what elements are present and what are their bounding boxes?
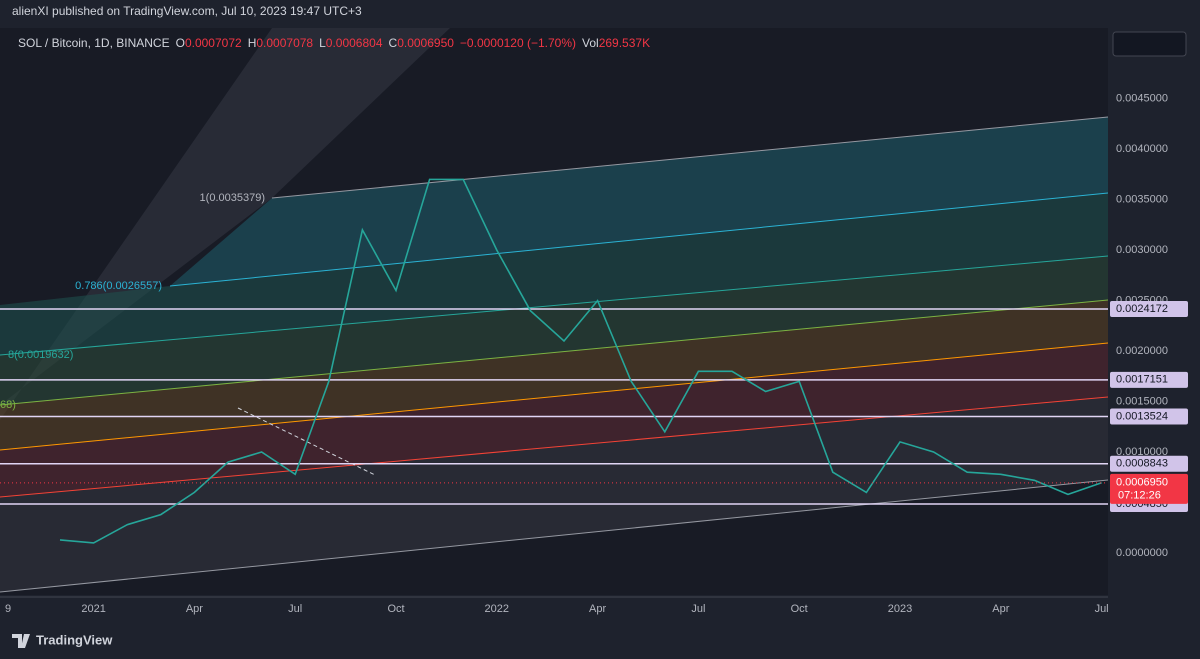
x-tick-label: 2022 <box>485 603 509 615</box>
level-label: 0.0017151 <box>1116 374 1168 386</box>
legend-text: 269.537K <box>599 36 650 50</box>
fib-band <box>0 397 1108 592</box>
x-tick-label: Jul <box>1095 603 1109 615</box>
symbol-legend: SOL / Bitcoin, 1D, BINANCE O0.0007072 H0.0… <box>18 36 650 50</box>
y-tick-label: 0.0030000 <box>1116 244 1168 256</box>
legend-text: 0.0006804 <box>326 36 383 50</box>
x-tick-label: Apr <box>186 603 203 615</box>
price-line <box>59 178 1102 544</box>
fib-label: 1(0.0035379) <box>200 192 265 204</box>
countdown: 07:12:26 <box>1118 490 1161 502</box>
x-tick-label: 2023 <box>888 603 912 615</box>
fib-line <box>169 192 1109 287</box>
fib-band <box>0 193 1108 355</box>
level-tag <box>1110 455 1188 472</box>
x-tick-label: Jul <box>691 603 705 615</box>
fib-line <box>0 255 1109 356</box>
level-label: 0.0024172 <box>1116 303 1168 315</box>
fib-band <box>0 28 450 420</box>
legend-text: Vol <box>582 36 599 50</box>
last-price-label: 0.0006950 <box>1116 477 1168 489</box>
level-tag <box>1110 371 1188 388</box>
last-price-tag <box>1110 473 1188 504</box>
button[interactable] <box>1112 31 1187 57</box>
footer <box>0 622 1200 659</box>
y-tick-label: 0.0000000 <box>1116 547 1168 559</box>
published-line: alienXI published on TradingView.com, Ju… <box>12 4 362 18</box>
fib-band <box>0 343 1108 497</box>
y-tick-label: 0.0035000 <box>1116 194 1168 206</box>
legend-text: SOL / Bitcoin, 1D, BINANCE <box>18 36 170 50</box>
fib-line <box>0 342 1109 451</box>
fib-line <box>271 116 1109 199</box>
logo <box>12 634 30 648</box>
legend-text: 0.0007072 <box>185 36 242 50</box>
level-tag <box>1110 408 1188 425</box>
y-tick-label: 0.0045000 <box>1116 93 1168 105</box>
y-tick-label: 0.0010000 <box>1116 446 1168 458</box>
level-tag <box>1110 300 1188 317</box>
x-tick-label: Jul <box>288 603 302 615</box>
y-tick-label: 0.0015000 <box>1116 395 1168 407</box>
x-tick-label: 2021 <box>81 603 105 615</box>
legend-text: −0.0000120 (−1.70%) <box>460 36 576 50</box>
fib-line <box>0 396 1109 498</box>
brand: TradingView <box>36 632 113 647</box>
x-tick-label: Apr <box>589 603 606 615</box>
fib-line <box>0 479 1109 593</box>
legend-text: H <box>248 36 257 50</box>
x-tick-label: Oct <box>791 603 808 615</box>
legend-text: O <box>176 36 185 50</box>
fib-band <box>0 300 1108 450</box>
level-label: 0.0008843 <box>1116 458 1168 470</box>
fib-band <box>170 117 1108 286</box>
level-label: 0.0013524 <box>1116 410 1168 422</box>
legend-text: 0.0006950 <box>397 36 454 50</box>
y-tick-label: 0.0040000 <box>1116 143 1168 155</box>
fib-label: 8(0.0019632) <box>8 349 73 361</box>
x-tick-label: Oct <box>387 603 404 615</box>
x-tick-label: Apr <box>992 603 1009 615</box>
fib-label: 0.786(0.0026557) <box>75 280 162 292</box>
y-tick-label: 0.0020000 <box>1116 345 1168 357</box>
fib-label: 68) <box>0 399 16 411</box>
fib-line <box>0 299 1109 406</box>
fib-band <box>0 256 1108 405</box>
legend-text: 0.0007078 <box>256 36 313 50</box>
legend-text: C <box>389 36 398 50</box>
legend-text: L <box>319 36 326 50</box>
x-tick-label: 9 <box>5 603 11 615</box>
